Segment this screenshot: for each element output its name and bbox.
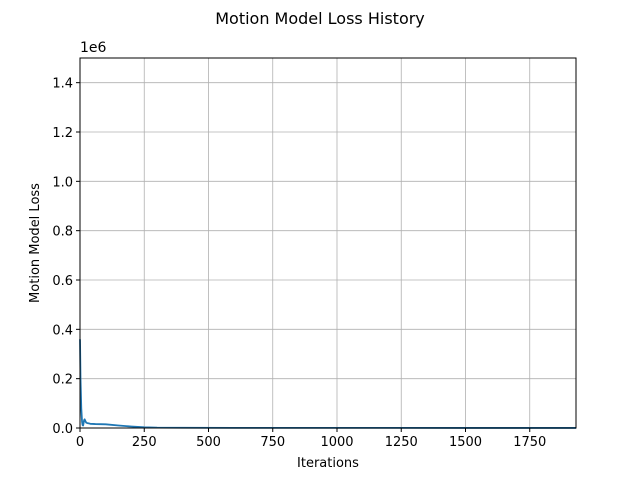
grid	[79, 58, 576, 429]
x-axis-label: Iterations	[297, 456, 359, 471]
x-tick-label: 250	[132, 435, 157, 450]
x-tick-label: 750	[260, 435, 285, 450]
x-tick-label: 0	[76, 435, 84, 450]
y-tick-label: 0.6	[52, 274, 73, 289]
y-offset-label: 1e6	[80, 40, 107, 56]
y-tick-label: 1.4	[52, 77, 73, 92]
x-tick-label: 1000	[320, 435, 353, 450]
y-tick-label: 1.2	[52, 126, 73, 141]
x-tick-label: 1250	[385, 435, 418, 450]
y-axis-label: Motion Model Loss	[28, 183, 43, 303]
y-tick-label: 0.0	[52, 422, 73, 437]
plot-frame	[79, 57, 577, 429]
y-tick-label: 0.2	[52, 373, 73, 388]
x-tick-label: 1750	[513, 435, 546, 450]
x-axis: 0 250 500 750 1000 1250 1500 1750	[76, 428, 546, 450]
x-tick-label: 1500	[449, 435, 482, 450]
y-axis: 0.0 0.2 0.4 0.6 0.8 1.0 1.2 1.4	[52, 77, 80, 437]
x-tick-label: 500	[196, 435, 221, 450]
y-tick-label: 1.0	[52, 175, 73, 190]
chart-title: Motion Model Loss History	[215, 9, 425, 28]
y-tick-label: 0.4	[52, 323, 73, 338]
y-tick-label: 0.8	[52, 225, 73, 240]
